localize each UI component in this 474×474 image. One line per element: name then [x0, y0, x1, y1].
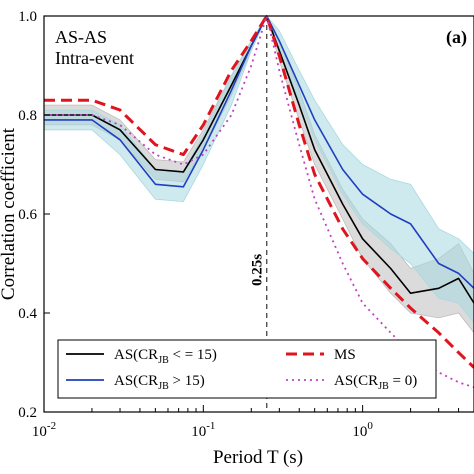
- y-tick-label: 1.0: [18, 9, 37, 25]
- reference-line-group: 0.25s: [250, 16, 268, 412]
- x-tick-label: 10-2: [32, 420, 56, 440]
- legend-entry-1: AS(CRJB < = 15): [114, 347, 217, 366]
- series-line-2: [44, 15, 474, 289]
- confidence-band-series-2: [43, 14, 474, 324]
- x-tick-label: 10-1: [191, 420, 215, 440]
- series-line-1: [44, 15, 474, 304]
- legend-box: [57, 339, 437, 399]
- reference-line-label: 0.25s: [250, 254, 266, 286]
- series-line-3: [44, 14, 474, 369]
- axis-ticks: 0.2 0.4 0.6 0.8 1.0 10-2 10-1 100: [18, 9, 474, 440]
- panel-subtitle: Intra-event: [55, 48, 134, 68]
- legend-entry-4: AS(CRJB = 0): [334, 373, 417, 392]
- series-lines: [44, 14, 474, 389]
- y-axis-title: Correlation coefficient: [0, 127, 19, 300]
- panel-label: (a): [446, 27, 467, 48]
- legend-entry-2: MS: [334, 347, 356, 363]
- x-axis-title: Period T (s): [213, 447, 303, 468]
- legend: AS(CRJB < = 15) MS AS(CRJB > 15) AS(CRJB = …: [57, 339, 437, 399]
- y-tick-label: 0.4: [18, 306, 37, 322]
- x-tick-label: 100: [352, 420, 373, 440]
- y-tick-label: 0.2: [18, 405, 37, 421]
- y-tick-label: 0.6: [18, 207, 37, 223]
- legend-entry-3: AS(CRJB > 15): [114, 373, 205, 392]
- panel-title: AS-AS: [55, 27, 107, 47]
- y-tick-label: 0.8: [18, 108, 37, 124]
